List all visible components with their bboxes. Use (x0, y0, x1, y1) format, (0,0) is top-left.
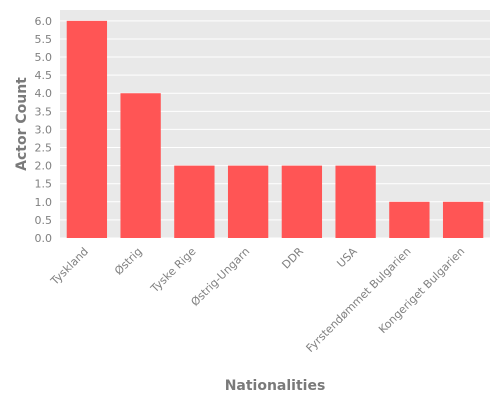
bar (66, 20, 108, 238)
y-tick-label: 0.5 (35, 214, 53, 227)
y-axis-label: Actor Count (14, 77, 30, 171)
x-axis-label: Nationalities (225, 378, 326, 394)
bar (120, 93, 161, 238)
y-tick-label: 2.5 (35, 142, 53, 155)
bar (227, 165, 269, 238)
y-tick-label: 5.0 (35, 51, 53, 64)
bars (66, 20, 484, 238)
x-tick-label: DDR (279, 245, 306, 272)
y-tick-label: 3.5 (35, 105, 53, 118)
x-tick-label: Fyrstendømmet Bulgarien (304, 245, 414, 355)
bar (389, 201, 430, 238)
y-tick-label: 1.0 (35, 196, 53, 209)
bar (281, 165, 323, 238)
y-tick-label: 1.5 (35, 178, 53, 191)
x-tick-label: Østrig (112, 245, 145, 278)
x-tick-label: USA (334, 245, 360, 271)
y-axis-ticks: 0.0 0.5 1.0 1.5 2.0 2.5 3.0 3.5 4.0 4.5 5.0 5.5 6.0 (35, 15, 53, 245)
x-tick-label: Tyskland (48, 245, 91, 288)
y-tick-label: 0.0 (35, 232, 53, 245)
y-tick-label: 3.0 (35, 123, 53, 136)
y-tick-label: 4.0 (35, 87, 53, 100)
y-tick-label: 4.5 (35, 69, 53, 82)
x-tick-label: Tyske Rige (148, 245, 199, 296)
bar (335, 165, 376, 238)
bar (442, 201, 484, 238)
bar (174, 165, 215, 238)
y-tick-label: 2.0 (35, 160, 53, 173)
y-tick-label: 5.5 (35, 33, 53, 46)
y-tick-label: 6.0 (35, 15, 53, 28)
